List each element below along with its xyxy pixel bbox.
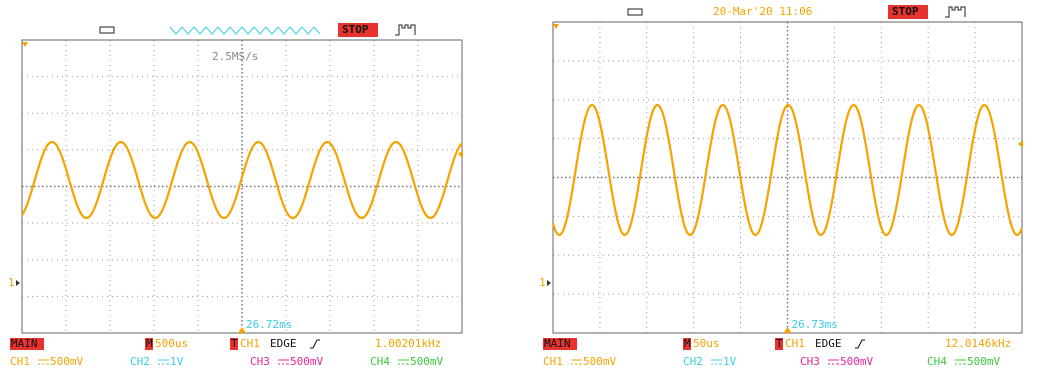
channel-scale: 500mV [840,355,873,368]
status: STOP [342,23,369,36]
channel-marker: 1 [539,276,546,289]
usb-icon [100,27,114,33]
channel-name: CH4 [927,355,947,368]
trigger-position: 26.72ms [246,318,292,331]
trigger-marker [22,42,28,47]
channel-arrow [547,280,551,286]
channel-scale: 500mV [290,355,323,368]
channel-scale: 500mV [410,355,443,368]
screenshots: 126.72ms2.5MS/sSTOPMAINM500usTCH1EDGE1.0… [0,0,1040,373]
level-marker [458,150,463,158]
page: {"panels": [ {"sample_rate": "2.5MS/s", … [0,0,1040,373]
dc-icon [278,360,289,364]
channel-name: CH2 [130,355,150,368]
level-marker [1018,140,1023,148]
dc-icon [571,360,582,364]
datetime: 20-Mar'20 11:06 [713,5,812,18]
trigger-label: T [776,337,783,350]
memory-bar [170,27,320,34]
trigger-source: CH1 [240,337,260,350]
frequency: 1.00201kHz [375,337,441,350]
channel-marker: 1 [8,276,15,289]
dc-icon [38,360,49,364]
status: STOP [892,5,919,18]
usb-icon [628,9,642,15]
dc-icon [955,360,966,364]
trigger-icon [945,7,965,17]
channel-scale: 1V [170,355,184,368]
timebase-mode: MAIN [544,337,571,350]
edge-icon [855,340,865,348]
timebase-mode: MAIN [11,337,38,350]
channel-scale: 500mV [583,355,616,368]
channel-name: CH3 [250,355,270,368]
trigger-type: EDGE [815,337,842,350]
channel-name: CH2 [683,355,703,368]
trigger-marker [553,24,559,29]
dc-icon [398,360,409,364]
timebase-label: M [146,337,153,350]
channel-name: CH3 [800,355,820,368]
channel-scale: 500mV [50,355,83,368]
dc-icon [828,360,839,364]
timebase: 50us [693,337,720,350]
dc-icon [711,360,722,364]
channel-name: CH1 [543,355,563,368]
channel-scale: 1V [723,355,737,368]
frequency: 12.0146kHz [945,337,1011,350]
trigger-source: CH1 [785,337,805,350]
channel-scale: 500mV [967,355,1000,368]
position-marker [784,327,792,333]
timebase: 500us [155,337,188,350]
sample-rate: 2.5MS/s [212,50,258,63]
channel-arrow [16,280,20,286]
dc-icon [158,360,169,364]
trigger-type: EDGE [270,337,297,350]
trigger-icon [395,25,415,35]
timebase-label: M [684,337,691,350]
trigger-label: T [231,337,238,350]
trigger-position: 26.73ms [792,318,838,331]
position-marker [238,327,246,333]
channel-name: CH4 [370,355,390,368]
channel-name: CH1 [10,355,30,368]
edge-icon [310,340,320,348]
